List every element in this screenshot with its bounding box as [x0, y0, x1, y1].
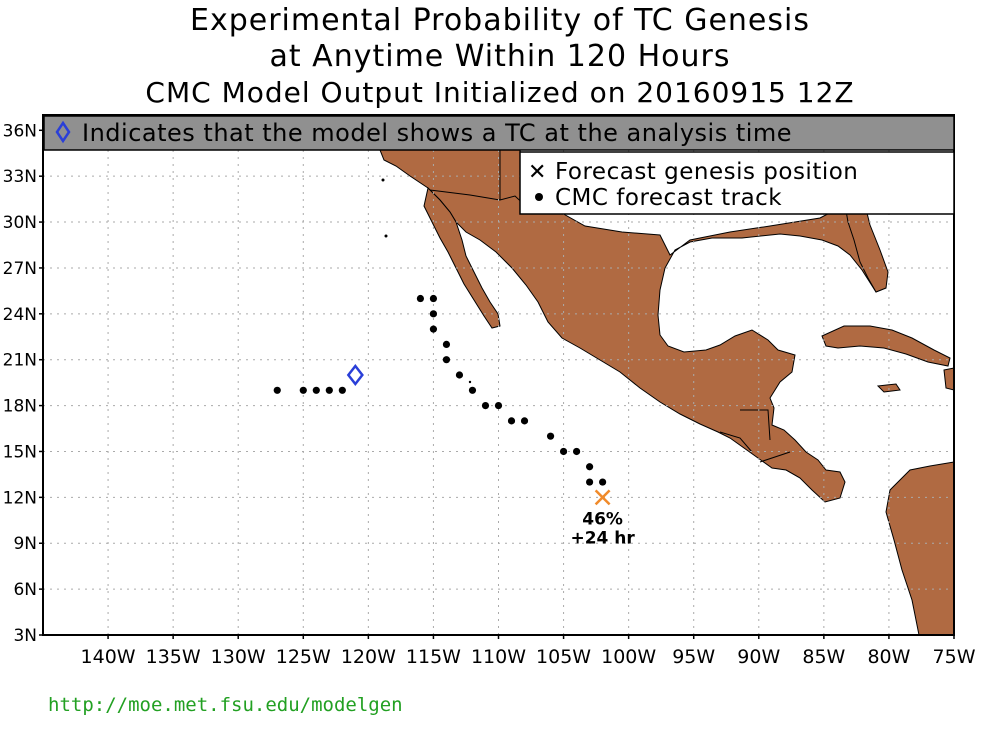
track-point: [572, 447, 581, 456]
lon-tick-label: 140W: [81, 646, 136, 668]
genesis-marker: [594, 489, 611, 506]
island: [381, 178, 385, 182]
title-line-1: Experimental Probability of TC Genesis: [190, 3, 810, 38]
lat-tick-label: 3N: [13, 626, 37, 646]
latitude-labels: 36N 33N 30N 27N 24N 21N 18N 15N 12N 9N 6N 3N: [3, 121, 43, 646]
lat-tick-label: 27N: [3, 259, 37, 279]
legend: ✕ Forecast genesis position CMC forecast…: [519, 151, 955, 215]
lat-tick-label: 30N: [3, 213, 37, 233]
lon-tick-label: 75W: [933, 646, 976, 668]
border-central-america: [719, 409, 801, 479]
land-baja-california: [423, 187, 501, 329]
track-point: [299, 386, 307, 394]
track-point: [559, 447, 568, 456]
lon-tick-label: 115W: [406, 646, 461, 668]
lat-tick-label: 6N: [13, 580, 37, 600]
x-mark-icon: ✕: [528, 160, 546, 185]
track-point: [429, 325, 438, 333]
lat-tick-label: 21N: [3, 351, 37, 371]
genesis-x-stroke: [594, 489, 611, 506]
diamond-icon: [55, 120, 71, 144]
title-line-3: CMC Model Output Initialized on 20160915…: [145, 76, 855, 109]
track-point: [325, 386, 333, 394]
analysis-tc-diamond: [346, 363, 364, 387]
track-point: [586, 478, 594, 486]
island: [384, 234, 388, 238]
lon-tick-label: 130W: [211, 646, 266, 668]
track-point: [599, 478, 607, 486]
longitude-labels: 140W 135W 130W 125W 120W 115W 110W 105W 100W 95W 9…: [81, 635, 976, 668]
banner-box: [43, 115, 955, 151]
lat-tick-label: 15N: [3, 442, 37, 462]
track-point: [338, 386, 346, 394]
legend-genesis-label: Forecast genesis position: [555, 159, 858, 185]
lat-tick-label: 33N: [3, 167, 37, 187]
legend-box: [519, 151, 955, 215]
lat-tick-label: 12N: [3, 488, 37, 508]
lon-tick-label: 125W: [276, 646, 331, 668]
track-point: [429, 294, 438, 303]
track-point: [273, 386, 281, 394]
forecast-tracks: [273, 294, 607, 486]
track-point: [546, 432, 555, 440]
lon-tick-label: 100W: [601, 646, 656, 668]
track-point: [468, 386, 477, 394]
genesis-lead-time: +24 hr: [570, 528, 635, 548]
genesis-probability: 46%: [582, 509, 623, 529]
track-point: [416, 294, 425, 303]
lon-tick-label: 110W: [471, 646, 526, 668]
island: [468, 380, 472, 384]
track-point: [507, 417, 516, 425]
track-point: [429, 310, 438, 318]
lat-tick-label: 24N: [3, 305, 37, 325]
lon-tick-label: 135W: [146, 646, 201, 668]
land-cuba: [821, 325, 951, 367]
lon-tick-label: 80W: [867, 646, 910, 668]
lat-tick-label: 36N: [3, 121, 37, 141]
lat-tick-label: 9N: [13, 534, 37, 554]
lon-tick-label: 105W: [536, 646, 591, 668]
track-point: [520, 417, 529, 425]
title-line-2: at Anytime Within 120 Hours: [269, 39, 731, 74]
lon-tick-label: 120W: [341, 646, 396, 668]
lon-tick-label: 85W: [802, 646, 845, 668]
dot-icon: [535, 193, 543, 201]
track-point: [481, 401, 490, 410]
track-point: [455, 371, 464, 379]
legend-track-label: CMC forecast track: [555, 185, 782, 211]
track-point: [442, 356, 451, 364]
land-south-america: [885, 461, 954, 635]
track-point: [586, 463, 594, 471]
lon-tick-label: 95W: [672, 646, 715, 668]
source-url[interactable]: http://moe.met.fsu.edu/modelgen: [48, 694, 403, 716]
track-point: [442, 340, 451, 349]
banner-text: Indicates that the model shows a TC at t…: [82, 119, 792, 147]
track-point: [312, 386, 320, 394]
track-point: [494, 401, 503, 410]
analysis-banner: Indicates that the model shows a TC at t…: [43, 115, 955, 151]
land-hispaniola: [943, 367, 954, 391]
lon-tick-label: 90W: [737, 646, 780, 668]
lat-tick-label: 18N: [3, 397, 37, 417]
